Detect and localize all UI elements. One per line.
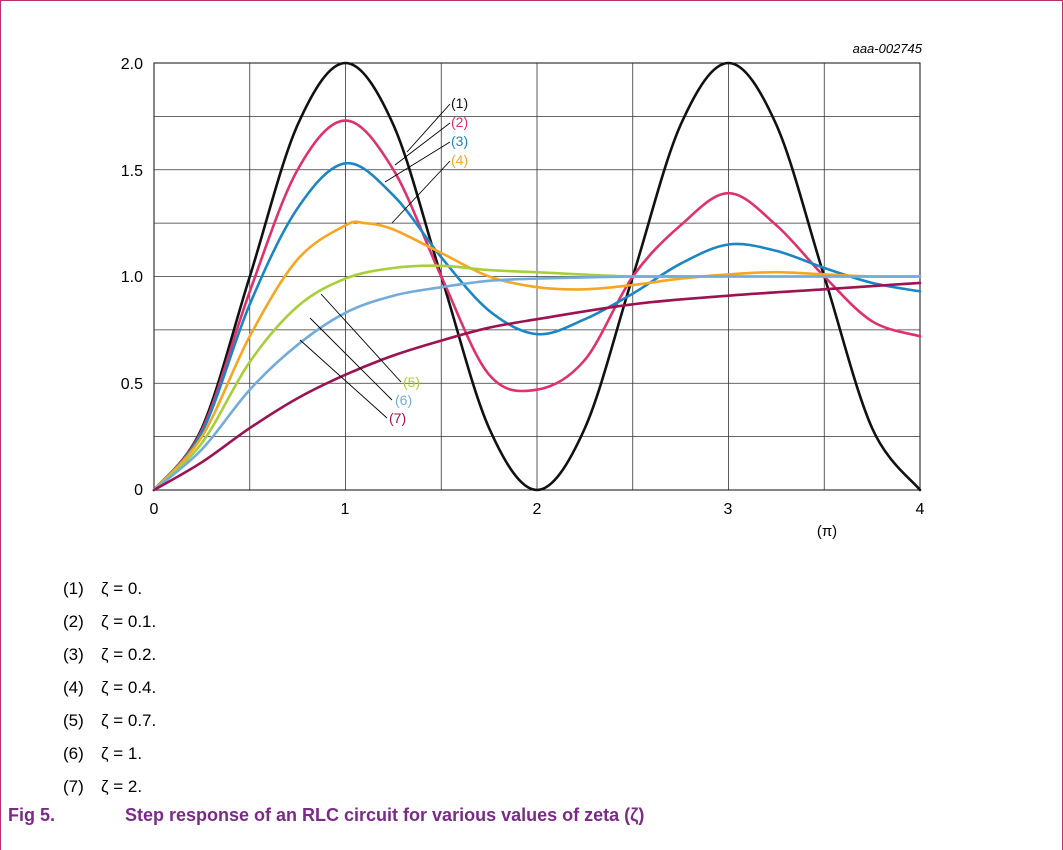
legend-item-text: ζ = 0.7.	[101, 711, 157, 730]
x-unit-label: (π)	[817, 523, 837, 540]
legend-item-text: ζ = 2.	[101, 777, 143, 796]
x-tick-label: 3	[724, 501, 733, 518]
y-tick-label: 1.5	[121, 163, 143, 180]
callout-line-5	[320, 293, 402, 383]
legend-item-number: (6)	[63, 744, 84, 763]
callout-line-6	[309, 317, 393, 401]
legend-item-number: (4)	[63, 678, 84, 697]
series-line-3	[152, 161, 922, 492]
series-line-6	[152, 275, 922, 492]
chart-id-label: aaa-002745	[853, 41, 923, 56]
step-response-chart: 0 0.5 1.0 1.5 2.0 0 1 2 3 4 (π) aaa-0027…	[121, 41, 925, 540]
legend-item-number: (2)	[63, 612, 84, 631]
callout-label-6: (6)	[395, 392, 412, 408]
figure-caption: Fig 5. Step response of an RLC circuit fo…	[8, 805, 644, 826]
legend-item-text: ζ = 0.2.	[101, 645, 157, 664]
legend-item-number: (5)	[63, 711, 84, 730]
callout-line-7	[299, 339, 388, 419]
legend-item: (1) ζ = 0.	[63, 572, 156, 605]
y-tick-labels: 0 0.5 1.0 1.5 2.0	[121, 56, 143, 499]
legend-item-number: (3)	[63, 645, 84, 664]
callout-label-3: (3)	[451, 133, 468, 149]
series-line-4	[152, 220, 922, 492]
legend-item-text: ζ = 0.	[101, 579, 143, 598]
legend-item: (3) ζ = 0.2.	[63, 638, 156, 671]
legend-item-number: (1)	[63, 579, 84, 598]
y-tick-label: 1.0	[121, 269, 143, 286]
callout-line-2	[394, 122, 451, 166]
legend-item-text: ζ = 0.4.	[101, 678, 157, 697]
callout-label-4: (4)	[451, 152, 468, 168]
callout-label-5: (5)	[403, 374, 420, 390]
x-tick-label: 4	[916, 501, 925, 518]
series-line-7	[152, 281, 922, 492]
x-tick-labels: 0 1 2 3 4	[150, 501, 925, 518]
legend-item: (4) ζ = 0.4.	[63, 671, 156, 704]
figure-title: Step response of an RLC circuit for vari…	[125, 805, 645, 825]
y-tick-label: 2.0	[121, 56, 143, 73]
legend-item-text: ζ = 0.1.	[101, 612, 157, 631]
x-tick-label: 1	[341, 501, 350, 518]
legend-item: (2) ζ = 0.1.	[63, 605, 156, 638]
x-tick-label: 0	[150, 501, 159, 518]
legend-item-number: (7)	[63, 777, 84, 796]
series-callouts: (1) (2) (3) (4) (5) (6) (7)	[299, 95, 468, 426]
series-line-2	[152, 119, 922, 492]
legend-item: (6) ζ = 1.	[63, 737, 156, 770]
legend-item-text: ζ = 1.	[101, 744, 143, 763]
callout-label-2: (2)	[451, 114, 468, 130]
callout-line-4	[391, 160, 451, 224]
legend-item: (7) ζ = 2.	[63, 770, 156, 803]
figure-number: Fig 5.	[8, 805, 56, 825]
legend-item: (5) ζ = 0.7.	[63, 704, 156, 737]
y-tick-label: 0	[134, 482, 143, 499]
callout-label-7: (7)	[389, 410, 406, 426]
callout-label-1: (1)	[451, 95, 468, 111]
series-line-1	[152, 61, 922, 492]
series-curves	[152, 61, 922, 492]
y-tick-label: 0.5	[121, 376, 143, 393]
callout-line-3	[384, 141, 451, 183]
x-tick-label: 2	[533, 501, 542, 518]
zeta-legend: (1) ζ = 0. (2) ζ = 0.1. (3) ζ = 0.2. (4) ζ =…	[63, 572, 156, 803]
callout-line-1	[406, 103, 451, 153]
